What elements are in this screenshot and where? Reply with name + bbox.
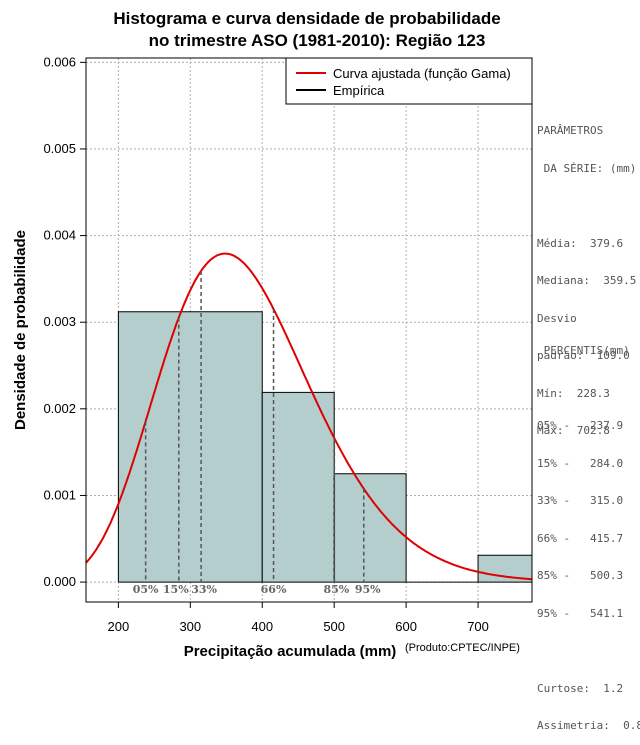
percentile-label-4: 85% <box>324 583 350 596</box>
y-tick-label-3: 0.003 <box>43 314 76 329</box>
chart-title-line-2: no trimestre ASO (1981-2010): Região 123 <box>149 31 486 50</box>
gamma-curve-layer <box>85 252 533 581</box>
param-max: Máx: 702.8 <box>537 424 610 437</box>
legend-box <box>285 57 533 105</box>
y-axis-label: Densidade de probabilidade <box>12 230 29 430</box>
y-tick-label-2: 0.002 <box>43 401 76 416</box>
credit-label: (Produto:CPTEC/INPE) <box>405 642 520 654</box>
x-tick-label-400: 400 <box>251 619 273 634</box>
percentile-lines: 05% 15% 33% 66% 85% 95% <box>133 270 381 596</box>
percentile-label-1: 15% <box>163 583 189 596</box>
percentil-33: 33% - 315.0 <box>537 494 624 507</box>
percentil-05: 05% - 237.9 <box>537 419 624 432</box>
histogram-chart: 05% 15% 33% 66% 85% 95% 200 300 400 500 600 700 0.0… <box>12 9 533 660</box>
legend-label-empirical: Empírica <box>333 83 385 98</box>
y-tick-label-0: 0.000 <box>43 574 76 589</box>
legend: Curva ajustada (função Gama) Empírica <box>285 57 533 105</box>
x-tick-label-500: 500 <box>323 619 345 634</box>
x-tick-label-200: 200 <box>108 619 130 634</box>
x-tick-label-700: 700 <box>467 619 489 634</box>
y-tick-label-6: 0.006 <box>43 54 76 69</box>
legend-label-curve: Curva ajustada (função Gama) <box>333 66 511 81</box>
y-tick-label-5: 0.005 <box>43 141 76 156</box>
percentil-66: 66% - 415.7 <box>537 531 624 545</box>
percentis-title: PERCENTIS(mm) <box>537 344 630 357</box>
percentiles-panel: PERCENTIS(mm) 05% - 237.9 15% - 284.0 33… <box>537 320 640 745</box>
x-tick-label-300: 300 <box>179 619 201 634</box>
percentile-label-0: 05% <box>133 583 159 596</box>
histogram-bar-outline-700-800 <box>477 554 532 583</box>
x-tick-label-600: 600 <box>395 619 417 634</box>
x-axis-label: Precipitação acumulada (mm) <box>184 643 397 660</box>
percentile-label-5: 95% <box>355 583 381 596</box>
y-tick-label-1: 0.001 <box>43 487 76 502</box>
y-tick-label-4: 0.004 <box>43 228 76 243</box>
param-sd-line-1: Desvio <box>537 311 577 325</box>
histogram-bar-outline-500-600 <box>333 473 407 583</box>
histogram-bars <box>117 311 532 583</box>
param-sd-line-2: padrão: 109.0 <box>537 349 630 362</box>
gamma-curve <box>85 252 533 581</box>
params-title-line-1: PARÂMETROS <box>537 124 604 137</box>
percentil-85: 85% - 500.3 <box>537 569 624 582</box>
param-mean: Média: 379.6 <box>537 236 624 250</box>
param-min: Mín: 228.3 <box>537 386 610 400</box>
histogram-bar-200-400 <box>118 311 263 583</box>
percentil-15: 15% - 284.0 <box>537 456 624 470</box>
param-median: Mediana: 359.5 <box>537 274 637 287</box>
stat-kurtosis: Curtose: 1.2 <box>537 681 624 695</box>
histogram-bar-500-600 <box>334 473 407 583</box>
params-title-line-2: DA SÉRIE: (mm) <box>537 161 637 175</box>
series-parameters-panel: PARÂMETROS DA SÉRIE: (mm) Média: 379.6 M… <box>537 100 636 450</box>
percentile-label-3: 66% <box>261 583 287 596</box>
percentil-95: 95% - 541.1 <box>537 606 624 620</box>
chart-title-line-1: Histograma e curva densidade de probabil… <box>113 9 500 28</box>
percentile-label-2: 33% <box>191 583 217 596</box>
stat-skewness: Assimetria: 0.8 <box>537 719 640 732</box>
